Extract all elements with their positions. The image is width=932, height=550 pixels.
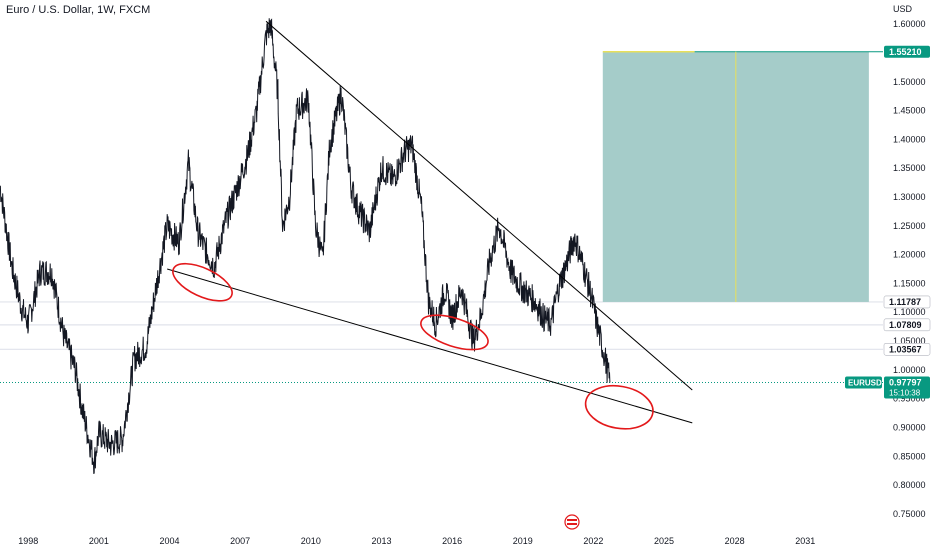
level-price-badge (884, 318, 930, 331)
y-tick-label: 1.10000 (893, 307, 926, 317)
logo-circle (564, 514, 580, 530)
y-tick-label: 1.30000 (893, 192, 926, 202)
symbol-badge-text: EURUSD (848, 379, 882, 388)
x-tick-label: 2001 (89, 536, 109, 546)
y-tick-label: 1.60000 (893, 19, 926, 29)
y-tick-label: 1.15000 (893, 278, 926, 288)
y-tick-label: 0.75000 (893, 509, 926, 519)
logo-bar (567, 519, 577, 521)
measure-label: 0.43418 (38.84%) 4341.8 (691, 31, 782, 40)
x-tick-label: 2007 (230, 536, 250, 546)
level-badge-outline (883, 342, 931, 356)
level-price-badge-text: 1.03567 (889, 344, 922, 354)
annotation-ellipses (172, 262, 654, 430)
tradingview-logo-icon (564, 514, 580, 530)
x-tick-label: 2028 (725, 536, 745, 546)
eurusd-line (0, 18, 611, 474)
y-tick-label: 1.20000 (893, 250, 926, 260)
trendline (265, 20, 693, 391)
y-tick-label: 1.45000 (893, 106, 926, 116)
time-axis-background (0, 530, 932, 550)
trendlines (167, 20, 693, 424)
trendline (167, 268, 693, 424)
x-tick-label: 2031 (795, 536, 815, 546)
level-price-badge (884, 343, 930, 356)
x-tick-label: 2025 (654, 536, 674, 546)
y-tick-label: 1.00000 (893, 365, 926, 375)
y-tick-label: 1.25000 (893, 221, 926, 231)
annotation-ellipse (420, 314, 489, 351)
price-axis: USD1.600001.550001.500001.450001.400001.… (883, 0, 932, 550)
price-badges: 1.55210 1.11787 1.07809 1.03567 0.9779715:10… (845, 45, 931, 399)
x-tick-label: 2010 (301, 536, 321, 546)
symbol-badge (845, 376, 882, 389)
last-price-text: 0.97797 (889, 378, 922, 388)
x-tick-label: 2016 (442, 536, 462, 546)
x-tick-label: 2013 (371, 536, 391, 546)
last-price-badge (884, 376, 930, 399)
measure-tool: 0.43418 (38.84%) 4341.8 (602, 31, 883, 302)
chart-title: Euro / U.S. Dollar, 1W, FXCM (6, 4, 151, 16)
x-tick-label: 2019 (513, 536, 533, 546)
countdown-text: 15:10:38 (889, 389, 921, 398)
level-badge-outline (883, 318, 931, 332)
y-tick-label: 1.50000 (893, 77, 926, 87)
y-tick-label: 1.35000 (893, 163, 926, 173)
y-tick-label: 1.40000 (893, 134, 926, 144)
level-price-badge-text: 1.11787 (889, 297, 921, 307)
y-tick-label: 0.85000 (893, 451, 926, 461)
y-tick-label: 0.95000 (893, 394, 926, 404)
x-tick-label: 2004 (160, 536, 180, 546)
annotation-ellipse (172, 262, 233, 302)
level-price-badge-text: 1.07809 (889, 320, 922, 330)
currency-label: USD (893, 4, 913, 14)
x-tick-label: 2022 (583, 536, 603, 546)
y-tick-label: 1.05000 (893, 336, 926, 346)
y-tick-label: 0.90000 (893, 422, 926, 432)
level-badge-outline (883, 295, 931, 309)
annotation-ellipse (584, 384, 654, 430)
logo-bar (567, 523, 577, 525)
time-axis: 1998 2001 2004 2007 2010 2013 2016 2019 2022 2025… (0, 530, 932, 550)
target-price-badge (884, 45, 930, 58)
price-series (0, 18, 611, 474)
level-price-badge (884, 295, 930, 308)
target-price-badge-text: 1.55210 (889, 47, 922, 57)
price-axis-background (883, 0, 932, 550)
x-tick-label: 1998 (18, 536, 38, 546)
y-tick-label: 0.80000 (893, 480, 926, 490)
